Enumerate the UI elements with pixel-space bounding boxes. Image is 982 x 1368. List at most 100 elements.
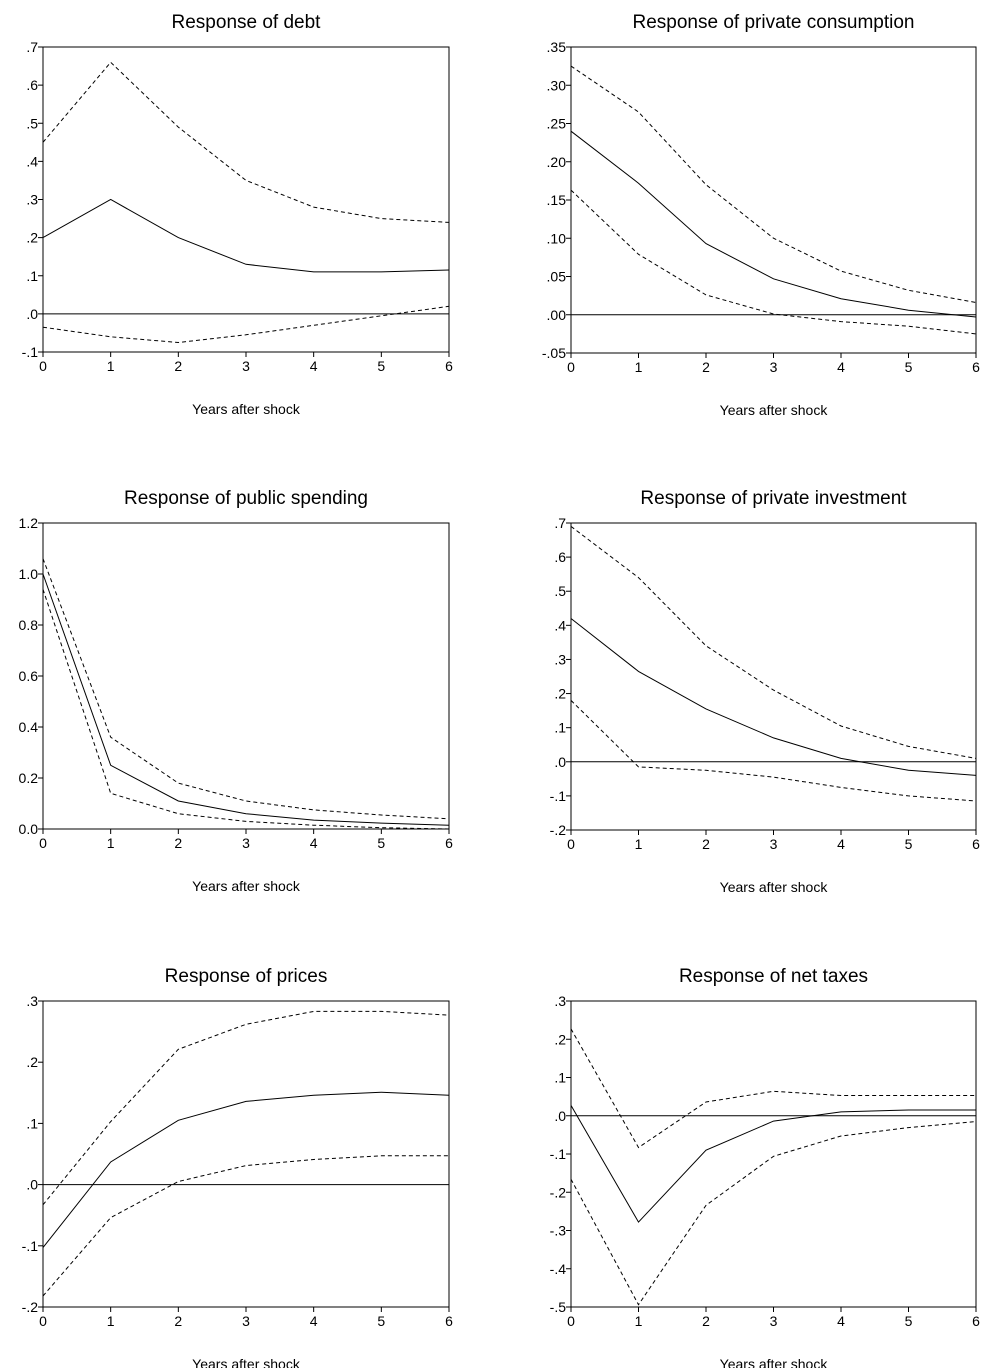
y-tick-label: .0 (26, 1177, 38, 1193)
y-tick-label: .1 (554, 720, 566, 736)
x-tick-label: 4 (310, 835, 318, 851)
x-tick-label: 6 (972, 359, 980, 375)
y-tick-label: -.1 (550, 788, 567, 804)
response-line (42, 573, 450, 826)
plot-frame (42, 46, 450, 353)
y-tick-label: .7 (554, 515, 566, 531)
y-tick-label: .4 (26, 153, 38, 169)
y-tick-label: .6 (26, 77, 38, 93)
x-tick-label: 2 (702, 1313, 710, 1329)
upper-band-line (570, 526, 977, 759)
y-tick-label: 1.2 (19, 515, 39, 531)
y-tick-label: .1 (554, 1070, 566, 1086)
x-tick-label: 2 (702, 359, 710, 375)
x-tick-label: 4 (310, 358, 318, 374)
x-tick-label: 1 (635, 359, 643, 375)
y-tick-label: .5 (26, 115, 38, 131)
chart-panel-3: Response of public spending 0.0 0.2 0.4 0.6 0… (19, 488, 454, 894)
x-tick-label: 0 (39, 1313, 47, 1329)
y-tick-label: .2 (26, 1054, 38, 1070)
x-tick-label: 5 (377, 835, 385, 851)
plot-frame (570, 522, 977, 831)
y-tick-label: .2 (554, 686, 566, 702)
y-tick-label: -.5 (550, 1299, 567, 1315)
y-tick-label: .3 (554, 993, 566, 1009)
y-tick-label: .3 (554, 651, 566, 667)
x-tick-label: 6 (445, 835, 453, 851)
x-tick-label: 5 (905, 1313, 913, 1329)
x-tick-label: 0 (39, 358, 47, 374)
x-tick-label: 6 (445, 358, 453, 374)
lower-band-line (570, 189, 977, 335)
x-tick-label: 4 (310, 1313, 318, 1329)
y-tick-label: -.1 (22, 1238, 39, 1254)
chart-title: Response of prices (165, 966, 328, 987)
y-tick-label: .20 (547, 154, 567, 170)
upper-band-line (42, 1010, 450, 1206)
y-tick-label: .10 (547, 230, 567, 246)
y-tick-label: -.1 (550, 1146, 567, 1162)
y-tick-label: 1.0 (19, 566, 39, 582)
x-tick-label: 4 (837, 359, 845, 375)
y-tick-label: 0.4 (19, 719, 39, 735)
y-tick-label: -.1 (22, 344, 39, 360)
y-tick-label: .7 (26, 39, 38, 55)
chart-panel-4: Response of private investment -.2 -.1 .0 .1… (550, 488, 980, 895)
x-tick-label: 2 (702, 836, 710, 852)
x-tick-label: 0 (567, 359, 575, 375)
x-tick-label: 5 (377, 1313, 385, 1329)
response-line (42, 1091, 450, 1248)
x-axis-label: Years after shock (192, 401, 301, 417)
chart-title: Response of public spending (124, 488, 368, 509)
lower-band-line (42, 1155, 449, 1297)
chart-panel-6: Response of net taxes -.5 -.4 -.3 -.2 -.1 .0 .1… (550, 966, 980, 1368)
x-tick-label: 3 (770, 359, 778, 375)
y-tick-label: 0.0 (19, 821, 39, 837)
y-tick-label: .2 (554, 1031, 566, 1047)
x-axis-label: Years after shock (192, 878, 301, 894)
x-tick-label: 1 (107, 358, 115, 374)
y-tick-label: .1 (26, 268, 38, 284)
y-tick-label: .2 (26, 230, 38, 246)
x-tick-label: 3 (242, 1313, 250, 1329)
x-tick-label: 5 (377, 358, 385, 374)
x-tick-label: 1 (107, 1313, 115, 1329)
x-tick-label: 4 (837, 836, 845, 852)
y-tick-label: -.3 (550, 1223, 567, 1239)
y-tick-label: 0.8 (19, 617, 39, 633)
upper-band-line (570, 65, 977, 303)
plot-frame (42, 1000, 450, 1308)
y-tick-label: .3 (26, 993, 38, 1009)
y-tick-label: .25 (547, 116, 567, 132)
upper-band-line (42, 61, 450, 223)
x-tick-label: 1 (107, 835, 115, 851)
x-axis-label: Years after shock (192, 1356, 301, 1368)
x-tick-label: 5 (905, 836, 913, 852)
y-tick-label: -.4 (550, 1261, 567, 1277)
y-tick-label: .0 (26, 306, 38, 322)
y-tick-label: 0.6 (19, 668, 39, 684)
chart-title: Response of net taxes (679, 966, 868, 987)
x-tick-label: 6 (972, 1313, 980, 1329)
y-tick-label: -.2 (550, 822, 567, 838)
y-tick-label: .30 (547, 77, 567, 93)
x-tick-label: 0 (567, 1313, 575, 1329)
lower-band-line (570, 700, 977, 802)
lower-band-line (42, 589, 450, 830)
x-tick-label: 1 (635, 1313, 643, 1329)
x-tick-label: 3 (242, 835, 250, 851)
x-tick-label: 6 (972, 836, 980, 852)
plot-frame (42, 522, 450, 830)
y-tick-label: .00 (547, 307, 567, 323)
chart-title: Response of private consumption (633, 12, 915, 33)
x-axis-label: Years after shock (720, 879, 829, 895)
y-tick-label: .0 (554, 754, 566, 770)
response-line (42, 198, 450, 273)
x-tick-label: 3 (242, 358, 250, 374)
x-tick-label: 4 (837, 1313, 845, 1329)
y-tick-label: .05 (547, 269, 567, 285)
x-axis-label: Years after shock (720, 1356, 829, 1368)
x-tick-label: 0 (39, 835, 47, 851)
x-tick-label: 6 (445, 1313, 453, 1329)
